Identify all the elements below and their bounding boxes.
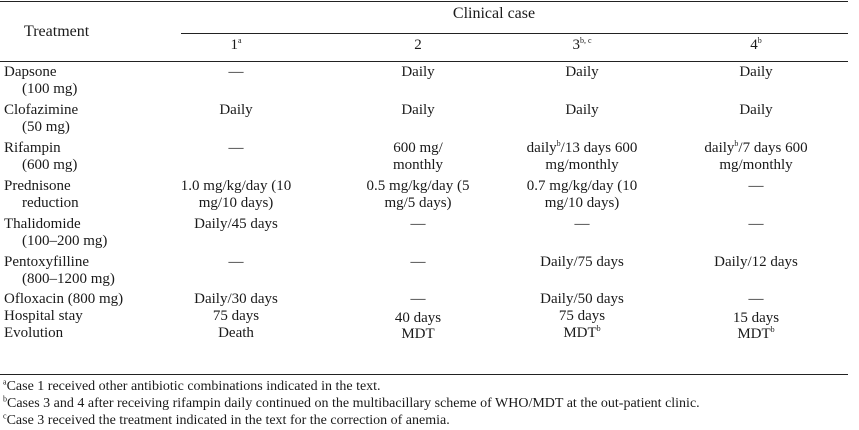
row-label-pentoxyfilline: Pentoxyfilline (800–1200 mg): [4, 254, 115, 287]
footnote-c: cCase 3 received the treatment indicated…: [3, 411, 450, 428]
cell-ofloxacin-4: —: [748, 291, 764, 307]
cell-thalidomide-4: —: [748, 216, 764, 232]
cell-rifampin-2: 600 mg/ monthly: [392, 140, 443, 173]
cell-clofazimine-2: Daily: [401, 102, 435, 118]
cell-rifampin-3: dailyb/13 days 600 mg/monthly: [526, 139, 638, 174]
row-label-hospital-stay: Hospital stay: [4, 308, 83, 324]
header-group-rule: [181, 33, 848, 34]
cell-hospital-stay-3: 75 days: [558, 308, 606, 324]
cell-evolution-2: MDT: [401, 326, 435, 342]
cell-ofloxacin-1: Daily/30 days: [194, 291, 278, 307]
cell-ofloxacin-3: Daily/50 days: [540, 291, 624, 307]
col-header-case-2: 2: [414, 37, 422, 53]
cell-hospital-stay-2: 40 days: [394, 310, 442, 326]
cell-dapsone-3: Daily: [565, 64, 599, 80]
footnote-a: aCase 1 received other antibiotic combin…: [3, 377, 381, 394]
cell-prednisone-4: —: [748, 178, 764, 194]
cell-pentoxyfilline-3: Daily/75 days: [540, 254, 624, 270]
cell-evolution-4: MDTb: [737, 325, 775, 343]
header-treatment: Treatment: [24, 23, 90, 40]
cell-hospital-stay-4: 15 days: [732, 310, 780, 326]
cell-prednisone-3: 0.7 mg/kg/day (10 mg/10 days): [526, 178, 638, 211]
row-label-thalidomide: Thalidomide (100–200 mg): [4, 216, 108, 249]
cell-thalidomide-1: Daily/45 days: [194, 216, 278, 232]
cell-evolution-1: Death: [218, 325, 254, 341]
row-label-prednisone: Prednisone reduction: [4, 178, 79, 211]
table-bottom-rule: [0, 374, 848, 375]
footnote-b: bCases 3 and 4 after receiving rifampin …: [3, 394, 700, 411]
table-top-rule: [0, 1, 848, 2]
cell-dapsone-4: Daily: [739, 64, 773, 80]
header-clinical-case: Clinical case: [452, 5, 536, 22]
cell-dapsone-2: Daily: [401, 64, 435, 80]
cell-rifampin-1: —: [228, 140, 244, 156]
row-label-dapsone: Dapsone (100 mg): [4, 64, 78, 97]
cell-clofazimine-4: Daily: [739, 102, 773, 118]
row-label-rifampin: Rifampin (600 mg): [4, 140, 78, 173]
cell-hospital-stay-1: 75 days: [212, 308, 260, 324]
cell-evolution-3: MDTb: [563, 324, 601, 342]
footnotes: aCase 1 received other antibiotic combin…: [3, 378, 843, 429]
col-header-case-3: 3b, c: [572, 36, 592, 54]
row-label-ofloxacin: Ofloxacin (800 mg): [4, 291, 124, 307]
cell-thalidomide-3: —: [574, 216, 590, 232]
cell-clofazimine-3: Daily: [565, 102, 599, 118]
col-header-case-1: 1a: [230, 36, 242, 54]
cell-prednisone-1: 1.0 mg/kg/day (10 mg/10 days): [180, 178, 292, 211]
cell-dapsone-1: —: [228, 64, 244, 80]
cell-rifampin-4: dailyb/7 days 600 mg/monthly: [704, 139, 808, 174]
cell-prednisone-2: 0.5 mg/kg/day (5 mg/5 days): [366, 178, 470, 211]
column-header-rule: [0, 61, 848, 62]
cell-pentoxyfilline-4: Daily/12 days: [714, 254, 798, 270]
cell-pentoxyfilline-1: —: [228, 254, 244, 270]
row-label-evolution: Evolution: [4, 325, 64, 341]
col-header-case-4: 4b: [750, 36, 762, 54]
row-label-clofazimine: Clofazimine (50 mg): [4, 102, 79, 135]
cell-ofloxacin-2: —: [410, 291, 426, 307]
cell-pentoxyfilline-2: —: [410, 254, 426, 270]
cell-clofazimine-1: Daily: [219, 102, 253, 118]
cell-thalidomide-2: —: [410, 216, 426, 232]
